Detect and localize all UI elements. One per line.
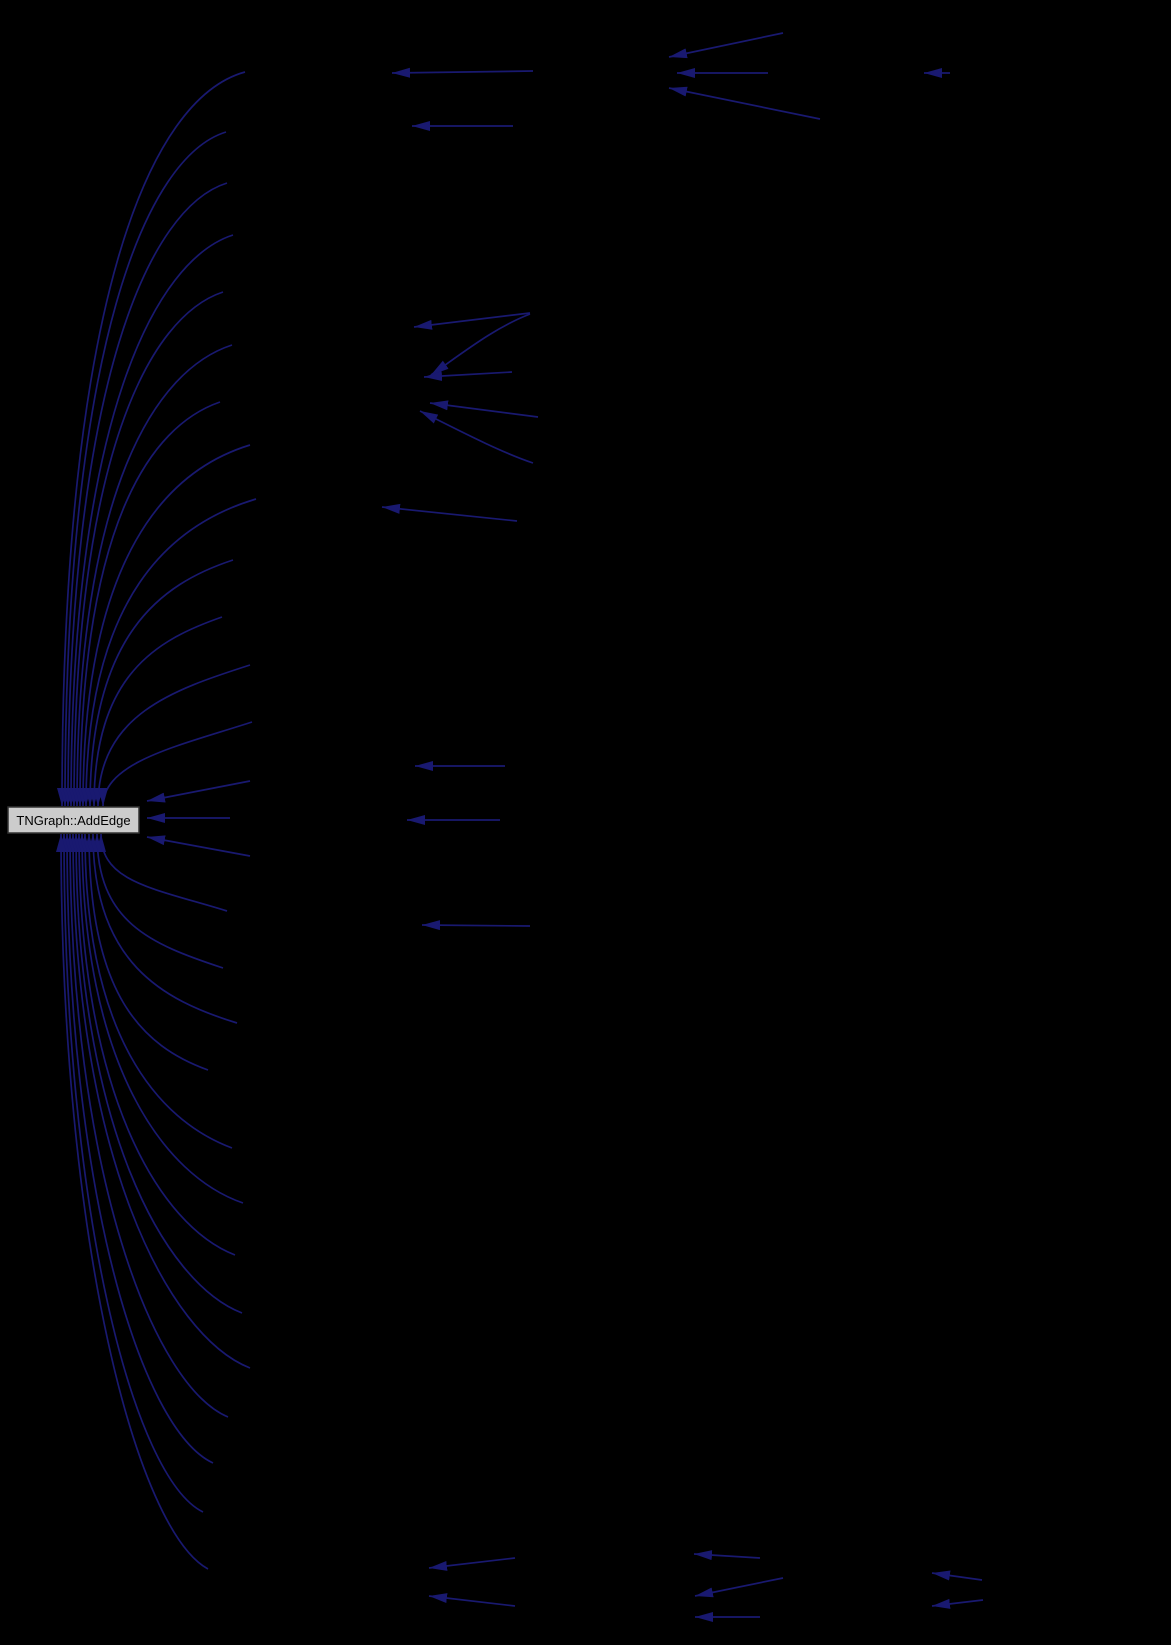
level3-arrow-bottom-2: [694, 1577, 784, 1598]
function-node-box[interactable]: [7, 806, 140, 834]
level2-arrow-top-1: [391, 67, 534, 78]
caller-curve-1: [57, 71, 246, 807]
caller-curve-18: [80, 833, 233, 1149]
caller-curve-25: [59, 833, 204, 1513]
caller-curve-26: [56, 833, 209, 1570]
caller-curve-5: [69, 291, 224, 807]
level3-arrow-top-3: [668, 86, 821, 120]
caller-curve-12: [93, 664, 251, 807]
caller-curve-21: [71, 833, 243, 1314]
caller-curve-22: [68, 833, 251, 1369]
caller-curve-16: [88, 833, 238, 1024]
caller-diagonal-bottom: [146, 835, 251, 857]
function-node-label: TNGraph::AddEdge: [16, 813, 130, 828]
level4-arrow-bottom-1: [931, 1570, 983, 1581]
level4-arrow-bottom-2: [931, 1598, 984, 1609]
caller-curve-13: [98, 721, 253, 807]
level2-arrow-mid-4: [381, 503, 518, 522]
level3-arrow-bottom-1: [693, 1550, 761, 1561]
caller-curve-6: [72, 344, 233, 807]
caller-diagonal-top: [146, 780, 251, 803]
caller-curve-24: [62, 833, 214, 1464]
caller-curve-15: [92, 833, 224, 969]
level2-arrow-bottom-1: [428, 1557, 516, 1571]
caller-curve-7: [75, 401, 221, 807]
caller-curve-9: [81, 498, 257, 807]
level2-arrow-bottom-2: [428, 1593, 516, 1607]
function-node[interactable]: TNGraph::AddEdge: [7, 806, 140, 834]
caller-curve-4: [66, 234, 234, 807]
caller-curve-17: [84, 833, 209, 1071]
caller-curve-3: [63, 182, 228, 807]
caller-curve-10: [85, 559, 234, 807]
level2-arrow-row-3: [421, 920, 531, 931]
level2-arrow-mid-1: [413, 312, 531, 330]
level2-scurve-mid-1: [430, 313, 531, 376]
caller-curve-2: [60, 131, 227, 807]
level2-scurve-mid-2: [419, 410, 534, 464]
caller-curve-20: [74, 833, 236, 1256]
caller-curve-14: [96, 833, 228, 912]
level3-arrow-top-1: [668, 32, 784, 59]
caller-curve-23: [65, 833, 229, 1418]
caller-curve-19: [77, 833, 244, 1204]
caller-curve-8: [78, 444, 251, 807]
call-edges: [56, 32, 984, 1622]
level2-arrow-mid-3: [429, 400, 539, 418]
caller-curve-11: [89, 616, 223, 807]
level2-arrow-mid-2: [423, 370, 513, 381]
